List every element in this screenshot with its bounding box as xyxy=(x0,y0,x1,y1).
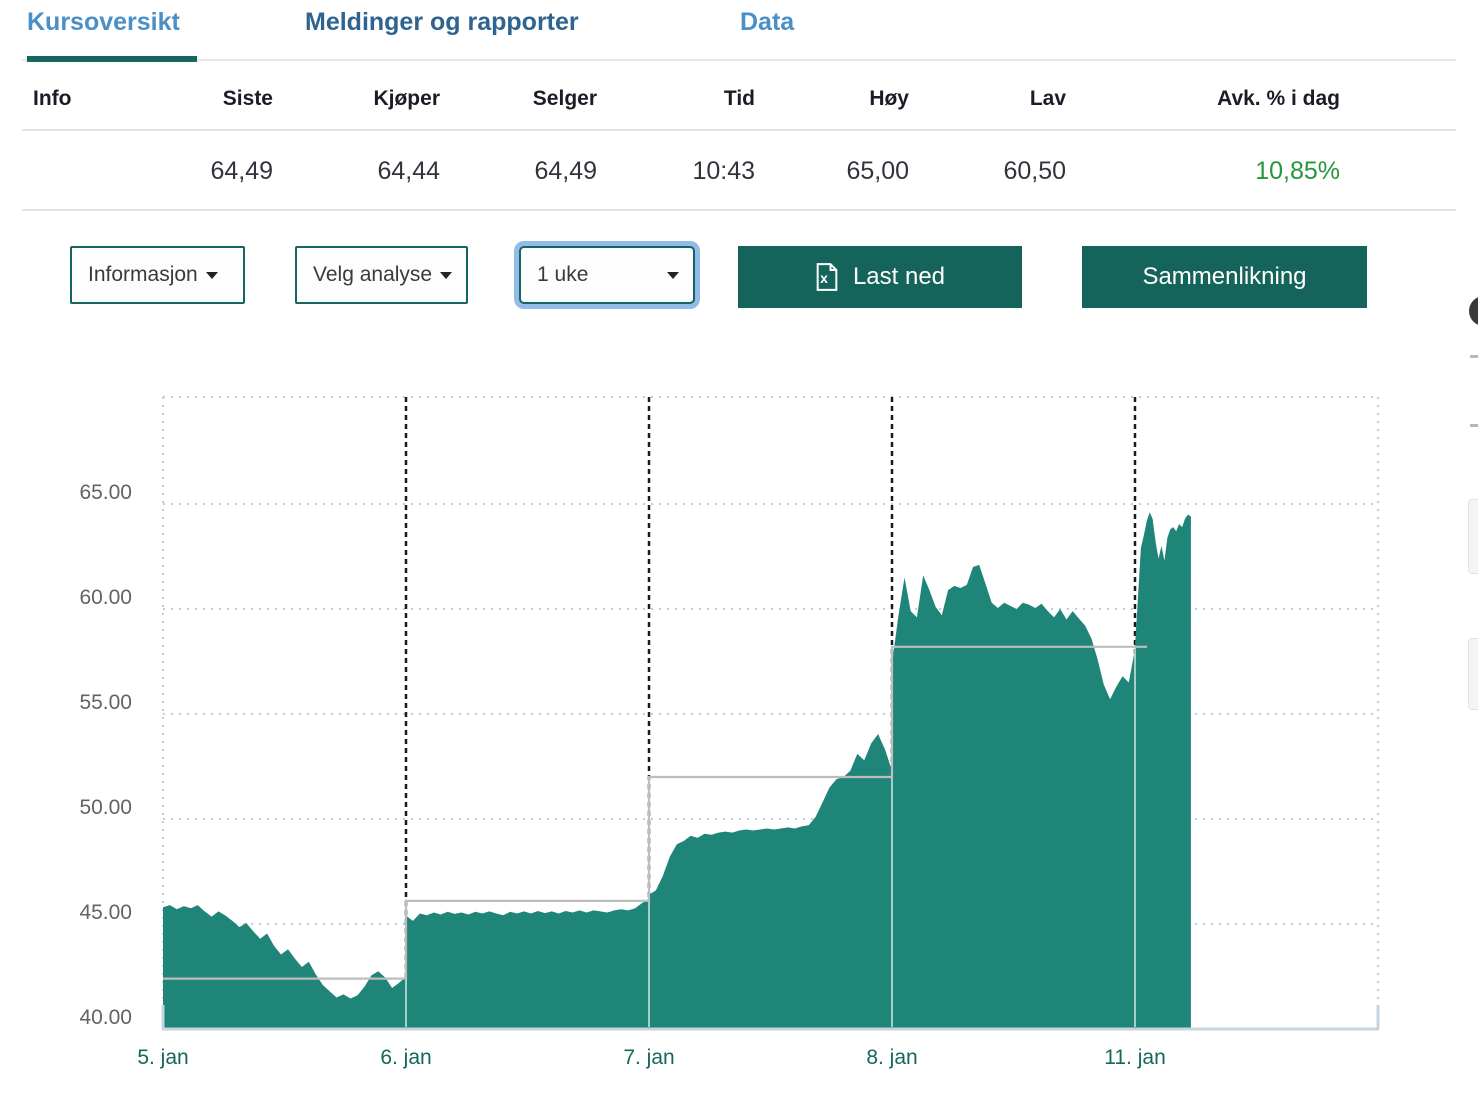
chevron-down-icon xyxy=(667,271,679,279)
excel-file-icon: x xyxy=(816,263,838,291)
partial-tick-mark xyxy=(1470,424,1478,427)
y-axis-label: 45.00 xyxy=(79,901,132,924)
period-dropdown-label: 1 uke xyxy=(537,263,589,286)
y-axis-label: 55.00 xyxy=(79,691,132,714)
x-axis-label: 8. jan xyxy=(866,1046,917,1069)
y-axis-label: 50.00 xyxy=(79,796,132,819)
table-header-selger: Selger xyxy=(532,87,597,110)
partial-circle-button[interactable] xyxy=(1469,296,1478,326)
y-axis-label: 40.00 xyxy=(79,1006,132,1029)
table-value-kj-per: 64,44 xyxy=(377,157,440,185)
compare-button-label: Sammenlikning xyxy=(1142,263,1307,290)
tab-data[interactable]: Data xyxy=(740,8,795,36)
table-value-h-y: 65,00 xyxy=(846,157,909,185)
compare-button[interactable]: Sammenlikning xyxy=(1082,246,1367,308)
table-value-selger: 64,49 xyxy=(534,157,597,185)
table-value-siste: 64,49 xyxy=(210,157,273,185)
period-dropdown[interactable]: 1 uke xyxy=(519,246,695,304)
x-axis-label: 11. jan xyxy=(1104,1046,1166,1069)
partial-panel xyxy=(1468,638,1478,710)
table-value-lav: 60,50 xyxy=(1003,157,1066,185)
reference-step-line xyxy=(163,645,1147,980)
table-header-info: Info xyxy=(33,87,72,110)
x-axis-label: 6. jan xyxy=(380,1046,431,1069)
price-area-series xyxy=(649,734,892,1029)
download-button-label: Last ned xyxy=(852,263,946,290)
chevron-down-icon xyxy=(440,271,453,279)
y-axis-label: 65.00 xyxy=(79,481,132,504)
tab-meldinger-og-rapporter[interactable]: Meldinger og rapporter xyxy=(305,8,579,36)
table-divider-top xyxy=(22,129,1456,131)
x-axis-label: 7. jan xyxy=(623,1046,674,1069)
informasjon-dropdown[interactable]: Informasjon xyxy=(70,246,245,304)
x-axis-label: 5. jan xyxy=(137,1046,188,1069)
table-header-h-y: Høy xyxy=(869,87,909,110)
partial-panel xyxy=(1468,499,1478,574)
partial-tick-mark xyxy=(1470,355,1478,358)
svg-text:x: x xyxy=(820,270,828,286)
price-area-series xyxy=(892,564,1135,1029)
active-tab-underline xyxy=(27,56,197,62)
tab-kursoversikt[interactable]: Kursoversikt xyxy=(27,8,180,36)
table-header-siste: Siste xyxy=(222,87,273,110)
table-divider-bottom xyxy=(22,209,1456,211)
table-value-tid: 10:43 xyxy=(692,157,755,185)
chevron-down-icon xyxy=(205,271,218,279)
tabbar-divider xyxy=(22,59,1456,61)
y-axis-label: 60.00 xyxy=(79,586,132,609)
table-value-avk-i-dag: 10,85% xyxy=(1255,157,1340,185)
table-header-kj-per: Kjøper xyxy=(373,87,440,110)
price-area-series xyxy=(406,898,649,1029)
table-header-lav: Lav xyxy=(1029,87,1066,110)
price-area-series xyxy=(1135,512,1191,1029)
velg-analyse-dropdown[interactable]: Velg analyse xyxy=(295,246,468,304)
velg-analyse-dropdown-label: Velg analyse xyxy=(313,263,433,286)
price-area-series xyxy=(163,905,406,1029)
informasjon-dropdown-label: Informasjon xyxy=(88,263,198,286)
table-header-tid: Tid xyxy=(723,87,755,110)
table-header-avk-i-dag: Avk. % i dag xyxy=(1217,87,1340,110)
download-button[interactable]: x Last ned xyxy=(738,246,1022,308)
